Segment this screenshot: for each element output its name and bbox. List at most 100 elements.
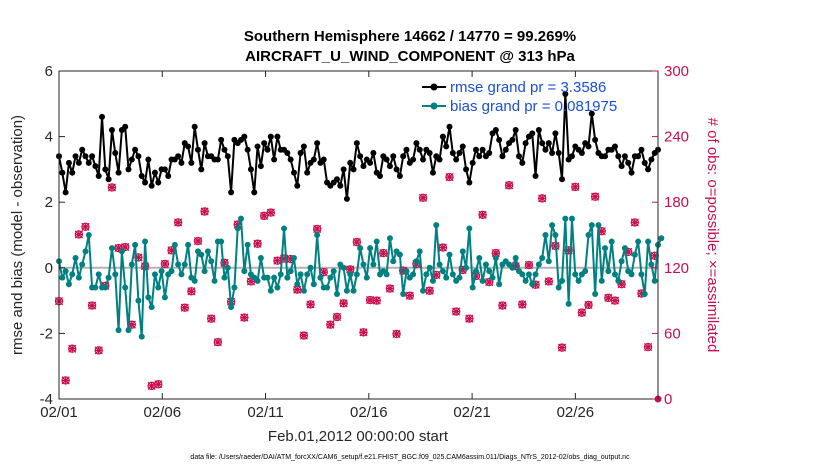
bias-point bbox=[476, 254, 483, 261]
bias-point bbox=[615, 277, 622, 284]
y-tick-label-left: 2 bbox=[45, 194, 53, 211]
plot-frame bbox=[58, 70, 659, 400]
obs-assimilated-marker bbox=[266, 208, 275, 217]
bias-point bbox=[185, 241, 192, 248]
obs-assimilated-marker bbox=[518, 300, 527, 309]
obs-marker bbox=[180, 303, 189, 312]
rmse-point bbox=[294, 182, 301, 189]
rmse-point bbox=[155, 179, 162, 186]
obs-marker bbox=[610, 296, 620, 305]
bias-point bbox=[479, 277, 486, 284]
obs-marker bbox=[643, 342, 653, 352]
obs-assimilated-marker bbox=[418, 193, 428, 202]
x-tick-label: 02/21 bbox=[453, 404, 491, 421]
bias-point bbox=[611, 271, 618, 278]
rmse-point bbox=[224, 153, 231, 160]
x-tick-label: 02/01 bbox=[40, 404, 78, 421]
bias-point bbox=[592, 291, 599, 298]
bias-point bbox=[191, 277, 198, 284]
obs-assimilated-marker bbox=[319, 268, 328, 277]
bias-point bbox=[82, 248, 89, 255]
obs-marker bbox=[253, 239, 262, 248]
obs-assimilated-marker bbox=[505, 181, 514, 190]
rmse-point bbox=[257, 163, 264, 170]
bias-point bbox=[79, 261, 86, 268]
rmse-point bbox=[132, 146, 139, 153]
rmse-point bbox=[386, 163, 393, 170]
rmse-point bbox=[502, 146, 509, 153]
bias-point bbox=[238, 215, 245, 222]
y-tick-label-right: 0 bbox=[664, 391, 672, 408]
bias-point bbox=[314, 232, 321, 238]
rmse-point bbox=[449, 150, 456, 156]
obs-assimilated-marker bbox=[637, 289, 646, 298]
obs-marker bbox=[379, 248, 388, 258]
rmse-point bbox=[400, 153, 407, 160]
obs-assimilated-marker bbox=[326, 320, 335, 329]
bias-point bbox=[631, 251, 638, 258]
bias-point bbox=[333, 291, 340, 298]
rmse-point bbox=[529, 130, 536, 137]
bias-point bbox=[559, 277, 566, 284]
obs-assimilated-marker bbox=[187, 287, 196, 296]
rmse-point bbox=[466, 179, 473, 186]
rmse-point bbox=[142, 179, 149, 186]
bias-point bbox=[310, 281, 317, 288]
bias-point bbox=[439, 268, 446, 275]
obs-assimilated-marker bbox=[134, 253, 143, 262]
bias-point bbox=[350, 287, 357, 294]
bias-point bbox=[572, 271, 579, 278]
bias-point bbox=[608, 238, 615, 245]
rmse-point bbox=[393, 166, 400, 173]
rmse-point bbox=[297, 150, 304, 156]
bias-point bbox=[300, 287, 307, 294]
rmse-point bbox=[82, 153, 89, 160]
bias-point bbox=[343, 287, 350, 294]
bias-point bbox=[621, 245, 628, 252]
obs-assimilated-marker bbox=[193, 236, 203, 246]
rmse-point bbox=[443, 143, 450, 150]
rmse-point bbox=[456, 150, 463, 156]
rmse-point bbox=[105, 176, 112, 183]
bias-point bbox=[324, 284, 331, 291]
rmse-point bbox=[535, 127, 542, 134]
bias-point bbox=[281, 225, 288, 232]
obs-assimilated-marker bbox=[372, 296, 381, 305]
obs-assimilated-marker bbox=[81, 222, 90, 231]
obs-assimilated-marker bbox=[220, 258, 229, 267]
obs-assimilated-marker bbox=[425, 286, 434, 295]
obs-marker bbox=[478, 210, 487, 219]
legend-rmse-marker bbox=[430, 83, 438, 91]
rmse-point bbox=[194, 146, 201, 153]
bias-point bbox=[307, 264, 314, 271]
bias-point bbox=[294, 281, 301, 288]
obs-marker bbox=[630, 218, 640, 227]
obs-assimilated-marker bbox=[485, 277, 494, 287]
bias-point bbox=[271, 274, 278, 281]
legend-bias-marker bbox=[430, 102, 438, 110]
rmse-point bbox=[62, 189, 69, 196]
bias-point bbox=[602, 245, 609, 252]
bias-point bbox=[549, 222, 556, 229]
rmse-point bbox=[522, 140, 529, 147]
rmse-point bbox=[353, 140, 360, 147]
bias-point bbox=[287, 268, 294, 275]
rmse-point bbox=[519, 159, 526, 166]
rmse-point bbox=[221, 146, 228, 153]
obs-marker bbox=[544, 277, 553, 286]
rmse-point bbox=[635, 153, 642, 160]
x-axis-label: Feb.01,2012 00:00:00 start bbox=[268, 428, 449, 445]
rmse-point bbox=[112, 150, 119, 156]
bias-point bbox=[645, 238, 652, 245]
rmse-point bbox=[552, 130, 559, 137]
rmse-point bbox=[509, 136, 516, 143]
bias-point bbox=[370, 261, 377, 268]
chart-title-line2: AIRCRAFT_U_WIND_COMPONENT @ 313 hPa bbox=[245, 48, 575, 65]
bias-point bbox=[555, 284, 562, 291]
rmse-point bbox=[426, 150, 433, 156]
rmse-point bbox=[218, 136, 225, 143]
bias-point bbox=[360, 261, 367, 268]
y-tick-label-left: -4 bbox=[40, 391, 53, 408]
obs-marker bbox=[81, 222, 90, 231]
y-tick-label-left: 6 bbox=[45, 63, 53, 80]
